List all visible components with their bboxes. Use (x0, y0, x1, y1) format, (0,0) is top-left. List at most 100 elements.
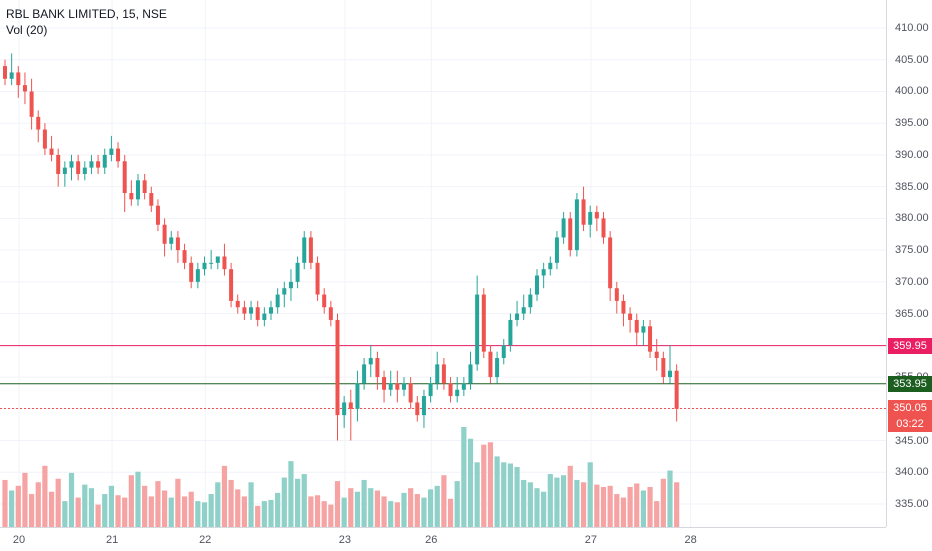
candle-body (634, 319, 639, 333)
volume-bar (394, 502, 400, 527)
candle-body (435, 364, 440, 384)
candle (455, 377, 460, 403)
candle (435, 351, 440, 390)
candle-body (574, 199, 579, 251)
candle (495, 351, 500, 384)
volume-bar (521, 479, 527, 527)
volume-bar (341, 497, 347, 527)
volume-indicator-label[interactable]: Vol (20) (6, 23, 48, 37)
candle-body (222, 256, 227, 270)
candle-body (561, 218, 566, 238)
price-tick-label: 375.00 (895, 244, 929, 257)
candle (9, 53, 14, 86)
volume-bar (15, 485, 21, 527)
volume-bar (175, 478, 181, 527)
candle-body (89, 161, 94, 168)
candle-body (461, 383, 466, 390)
candle (561, 212, 566, 244)
volume-bar (308, 496, 314, 527)
volume-bar (181, 496, 188, 527)
volume-bar (414, 494, 420, 527)
volume-bar (321, 501, 327, 527)
volume-bar (255, 505, 261, 527)
candle-body (202, 262, 207, 270)
volume-bar (221, 465, 228, 527)
candle (342, 396, 347, 428)
candle (528, 288, 533, 314)
time-tick-label: 28 (684, 534, 697, 546)
volume-bar (447, 498, 454, 527)
volume-bar (594, 484, 600, 527)
candle-body (169, 237, 174, 244)
volume-bar (361, 479, 367, 527)
symbol-title[interactable]: RBL BANK LIMITED, 15, NSE (6, 7, 167, 21)
candle-body (588, 212, 593, 225)
candle (441, 358, 446, 390)
time-tick-label: 23 (338, 534, 351, 546)
candle-body (535, 275, 539, 295)
volume-bar (29, 494, 35, 527)
volume-bar (501, 462, 507, 527)
candle (581, 186, 586, 232)
chart-pane[interactable]: RBL BANK LIMITED, 15, NSE Vol (20) (0, 0, 886, 527)
candle (408, 377, 413, 409)
price-axis[interactable]: 410.00 405.00 400.00 395.00 390.00 385.00 380.… (886, 0, 932, 527)
candle (169, 231, 174, 251)
volume-bar (82, 484, 88, 527)
candle-body (508, 319, 513, 346)
candle-body (129, 193, 134, 200)
volume-bar (208, 494, 214, 527)
volume-bar (88, 488, 95, 527)
candle (222, 243, 227, 276)
candle (501, 338, 506, 365)
candle-body (648, 326, 653, 352)
candle-body (189, 262, 194, 282)
volume-bar (627, 487, 633, 527)
candle (3, 59, 7, 86)
volume-bar (401, 492, 407, 527)
candle-body (641, 326, 646, 333)
candle-body (82, 167, 87, 174)
candle (89, 154, 94, 174)
volume-bar (62, 501, 68, 527)
volume-bar (162, 490, 168, 527)
bar-countdown-label: 03:22 (888, 416, 932, 433)
candle (136, 173, 140, 206)
candle (282, 281, 287, 308)
candle (69, 154, 74, 181)
price-tick-label: 390.00 (895, 148, 929, 161)
price-tick-label: 395.00 (895, 117, 929, 130)
price-tick-label: 405.00 (895, 53, 929, 66)
candle-body (388, 383, 393, 390)
candle (189, 256, 194, 289)
candle (116, 142, 121, 168)
candle-body (348, 402, 353, 409)
time-tick-label: 20 (12, 534, 26, 546)
candle-body (122, 161, 127, 194)
candlestick-chart[interactable] (0, 0, 886, 527)
candle (295, 256, 300, 289)
volume-bar (408, 488, 414, 527)
candle-body (16, 72, 21, 86)
candle (554, 231, 559, 270)
time-tick-label: 22 (199, 534, 212, 546)
candle-body (162, 224, 167, 244)
candle-body (668, 370, 672, 378)
price-tick-label: 345.00 (895, 434, 929, 447)
candle (328, 300, 333, 327)
volume-bar (574, 479, 580, 527)
volume-bar (261, 501, 267, 527)
candle-body (195, 269, 200, 282)
candle-body (421, 396, 426, 416)
volume-bar (155, 481, 161, 527)
volume-bar (434, 485, 440, 527)
volume-bar (587, 462, 593, 527)
candle (568, 212, 573, 257)
candle (461, 377, 466, 397)
volume-bar (388, 501, 394, 527)
volume-bar (122, 497, 128, 527)
candle-body (428, 383, 433, 397)
volume-bar (474, 462, 480, 527)
time-axis[interactable]: 20 21 22 23 26 27 28 (0, 527, 886, 551)
candle-body (475, 294, 480, 365)
